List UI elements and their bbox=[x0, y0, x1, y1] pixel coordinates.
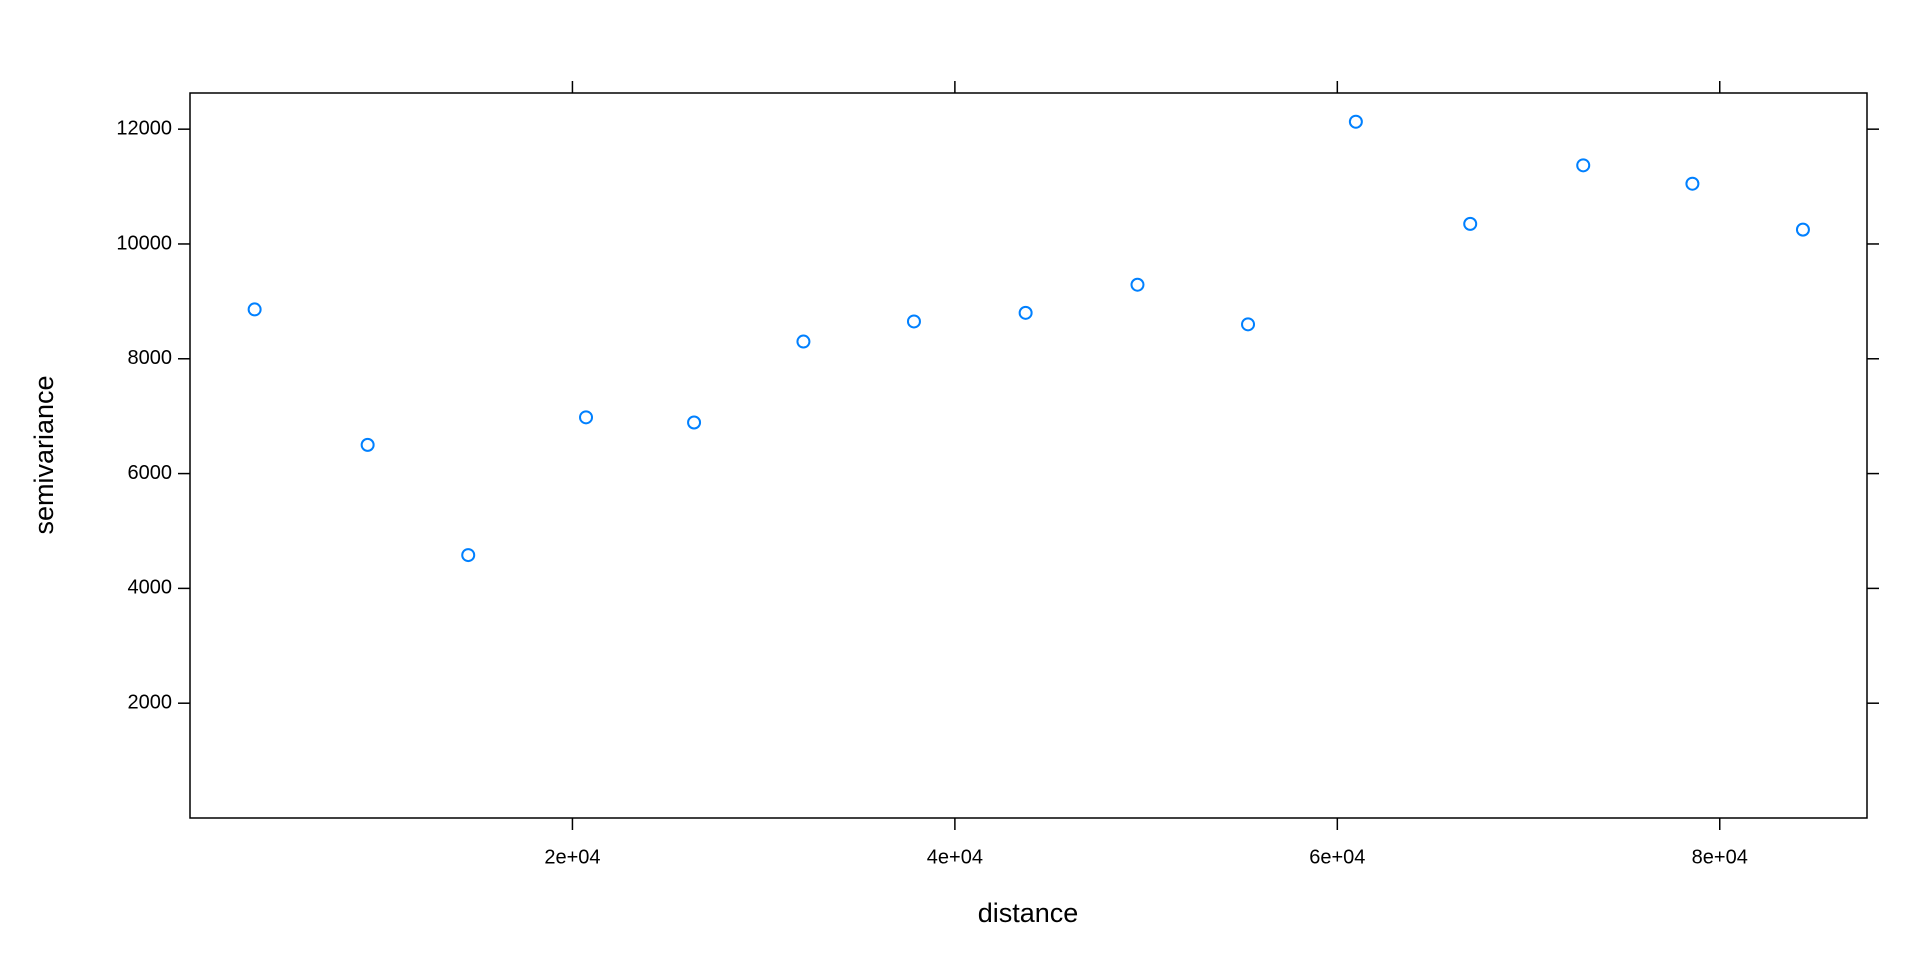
point bbox=[1685, 176, 1700, 191]
point bbox=[687, 415, 702, 430]
plot-frame bbox=[189, 92, 1868, 819]
point bbox=[1463, 216, 1478, 231]
point bbox=[906, 314, 921, 329]
x-tick-label: 6e+04 bbox=[1309, 846, 1365, 868]
point bbox=[247, 302, 262, 317]
point bbox=[1348, 114, 1363, 129]
x-tick-label: 2e+04 bbox=[544, 846, 600, 868]
x-axis-title: distance bbox=[978, 898, 1079, 928]
point bbox=[360, 437, 375, 452]
point bbox=[579, 410, 594, 425]
point bbox=[796, 334, 811, 349]
x-tick-label: 4e+04 bbox=[927, 846, 983, 868]
point bbox=[1018, 305, 1033, 320]
x-tick-label: 8e+04 bbox=[1692, 846, 1748, 868]
y-axis-title: semivariance bbox=[29, 375, 59, 534]
y-tick-label: 4000 bbox=[128, 577, 173, 599]
point bbox=[1241, 317, 1256, 332]
y-tick-label: 2000 bbox=[128, 691, 173, 713]
point bbox=[461, 548, 476, 563]
y-tick-label: 10000 bbox=[116, 232, 172, 254]
y-tick-label: 12000 bbox=[116, 117, 172, 139]
point bbox=[1130, 277, 1145, 292]
point bbox=[1795, 222, 1810, 237]
y-tick-label: 8000 bbox=[128, 347, 173, 369]
y-tick-label: 6000 bbox=[128, 462, 173, 484]
point bbox=[1576, 158, 1591, 173]
